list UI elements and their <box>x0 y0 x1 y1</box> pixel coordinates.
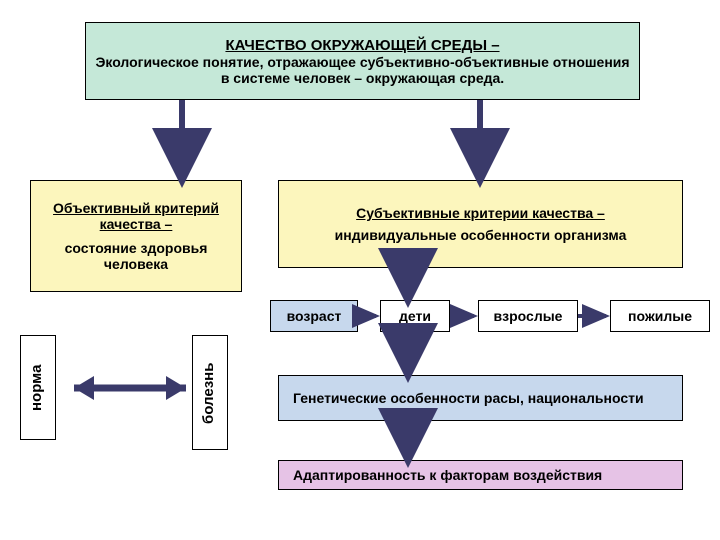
elderly-label: пожилые <box>628 308 692 324</box>
bolezn-label: болезнь <box>200 345 217 441</box>
norma-label: норма <box>28 348 45 428</box>
top-title: КАЧЕСТВО ОКРУЖАЮЩЕЙ СРЕДЫ – <box>225 37 499 54</box>
adapt-box: Адаптированность к факторам воздействия <box>278 460 683 490</box>
objective-text: состояние здоровья человека <box>39 240 233 272</box>
subjective-text: индивидуальные особенности организма <box>335 227 627 243</box>
children-box: дети <box>380 300 450 332</box>
top-text: Экологическое понятие, отражающее субъек… <box>94 54 631 86</box>
adults-box: взрослые <box>478 300 578 332</box>
objective-criterion-box: Объективный критерий качества – состояни… <box>30 180 242 292</box>
top-definition-box: КАЧЕСТВО ОКРУЖАЮЩЕЙ СРЕДЫ – Экологическо… <box>85 22 640 100</box>
elderly-box: пожилые <box>610 300 710 332</box>
subjective-title: Субъективные критерии качества – <box>356 205 605 221</box>
adults-label: взрослые <box>494 308 563 324</box>
genetics-box: Генетические особенности расы, националь… <box>278 375 683 421</box>
genetics-text: Генетические особенности расы, националь… <box>293 390 644 406</box>
objective-title: Объективный критерий качества – <box>39 200 233 232</box>
adapt-text: Адаптированность к факторам воздействия <box>293 467 602 483</box>
age-label: возраст <box>287 308 342 324</box>
age-label-box: возраст <box>270 300 358 332</box>
subjective-criteria-box: Субъективные критерии качества – индивид… <box>278 180 683 268</box>
children-label: дети <box>399 308 431 324</box>
